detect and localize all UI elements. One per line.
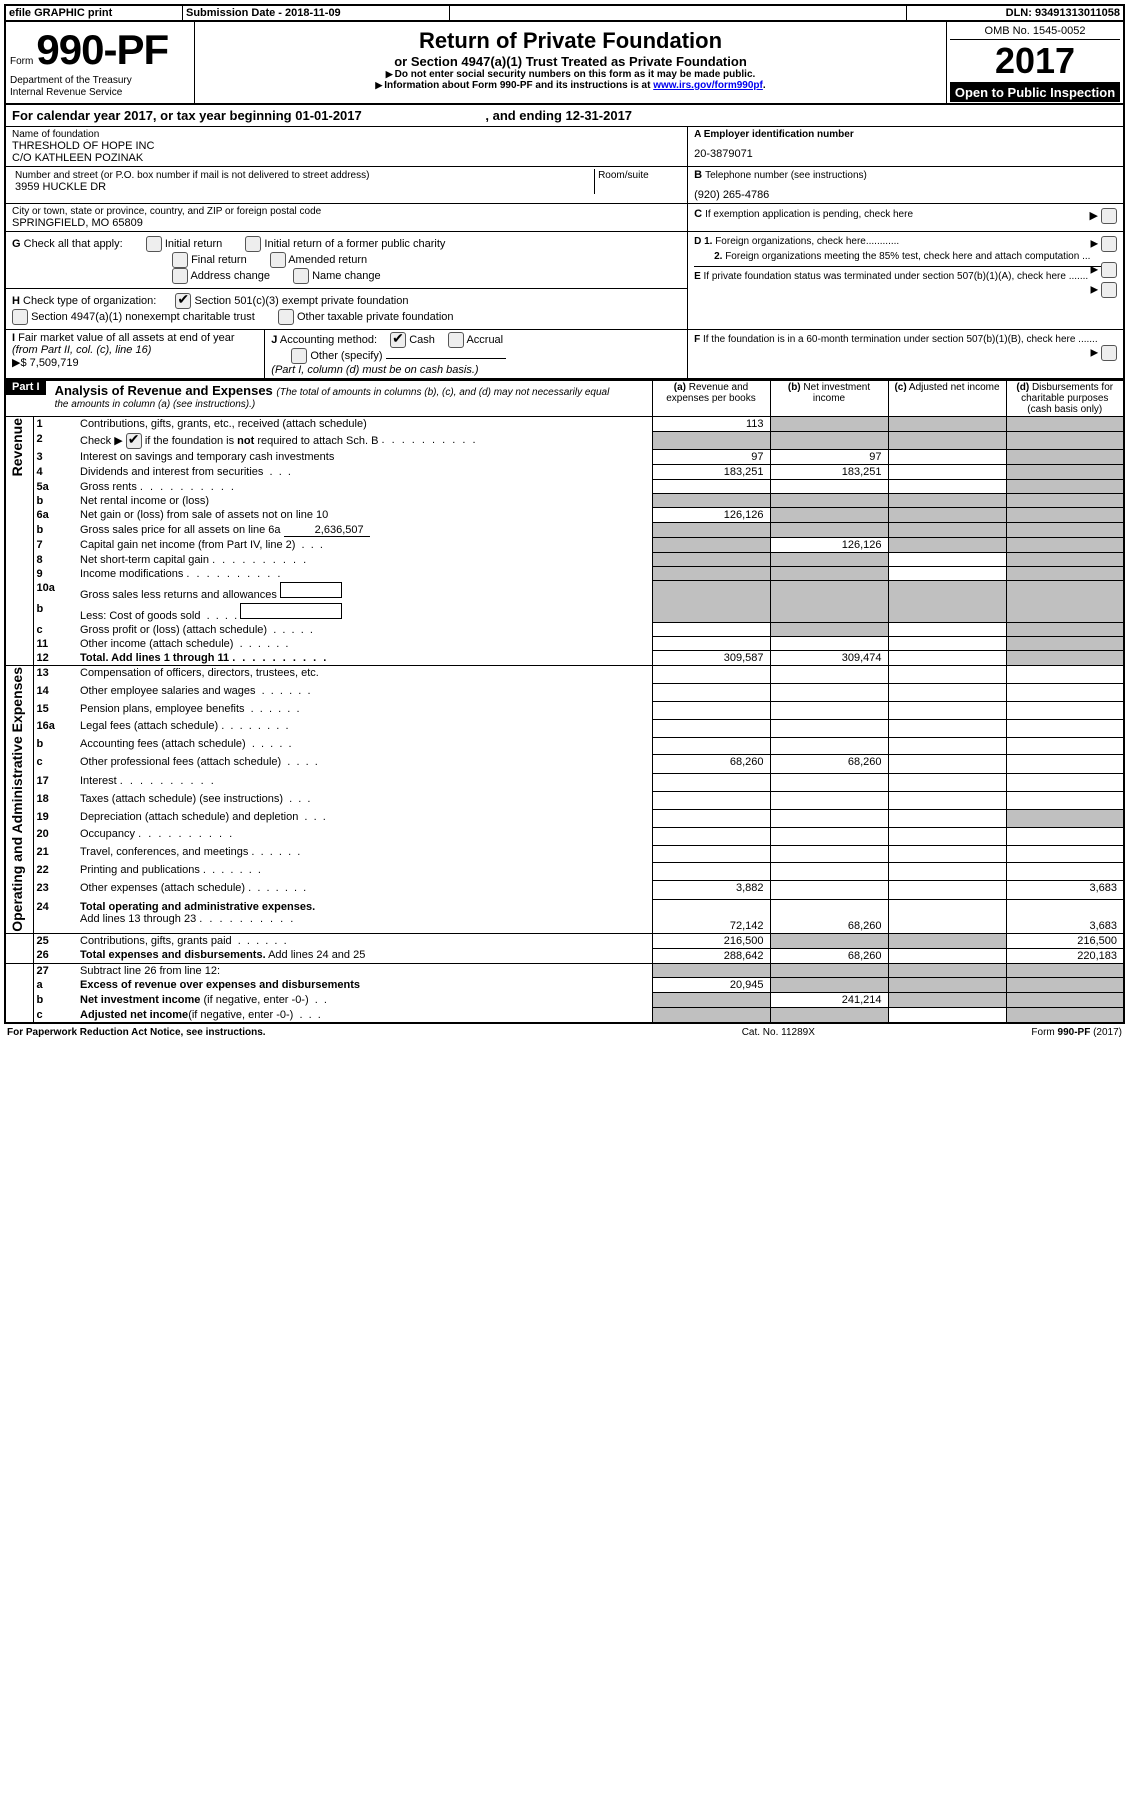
dln-label: DLN: 93491313011058 (907, 5, 1125, 21)
checkbox-initial-return-former[interactable] (245, 236, 261, 252)
open-public: Open to Public Inspection (950, 82, 1120, 102)
checkbox-cash[interactable] (390, 332, 406, 348)
part1-table: Part I Analysis of Revenue and Expenses … (4, 379, 1125, 1024)
form-header: Form 990-PF Department of the Treasury I… (4, 22, 1125, 105)
checkbox-amended-return[interactable] (270, 252, 286, 268)
checkbox-accrual[interactable] (448, 332, 464, 348)
tax-year: 2017 (950, 40, 1120, 82)
foundation-name-2: C/O KATHLEEN POZINAK (12, 152, 681, 164)
city-state-zip: SPRINGFIELD, MO 65809 (12, 217, 681, 229)
checkbox-initial-return[interactable] (146, 236, 162, 252)
submission-date: Submission Date - 2018-11-09 (183, 5, 450, 21)
form-number: 990-PF (36, 26, 168, 73)
col-c-header: (c) Adjusted net income (888, 380, 1006, 417)
checkbox-address-change[interactable] (172, 268, 188, 284)
checkbox-other-taxable[interactable] (278, 309, 294, 325)
instructions-link[interactable]: www.irs.gov/form990pf (653, 80, 763, 91)
checkbox-4947a1[interactable] (12, 309, 28, 325)
checkbox-f[interactable] (1101, 345, 1117, 361)
col-d-header: (d) Disbursements for charitable purpose… (1006, 380, 1124, 417)
top-bar: efile GRAPHIC print Submission Date - 20… (4, 4, 1125, 22)
check-blocks: G Check all that apply: Initial return I… (4, 232, 1125, 379)
form-prefix: Form (10, 56, 33, 67)
fmv-value: $ 7,509,719 (20, 357, 78, 369)
col-a-header: (a) Revenue and expenses per books (652, 380, 770, 417)
checkbox-d1[interactable] (1101, 236, 1117, 252)
note-ssn: Do not enter social security numbers on … (395, 69, 756, 80)
cat-no: Cat. No. 11289X (677, 1026, 879, 1039)
checkbox-e[interactable] (1101, 282, 1117, 298)
checkbox-d2[interactable] (1101, 262, 1117, 278)
omb-number: OMB No. 1545-0052 (950, 23, 1120, 40)
street-address: 3959 HUCKLE DR (15, 181, 591, 193)
row1-a: 113 (652, 417, 770, 432)
checkbox-501c3[interactable] (175, 293, 191, 309)
form-subtitle: or Section 4947(a)(1) Trust Treated as P… (201, 54, 940, 69)
form-title: Return of Private Foundation (201, 28, 940, 54)
page-footer: For Paperwork Reduction Act Notice, see … (4, 1026, 1125, 1039)
dept-treasury: Department of the Treasury (10, 75, 132, 86)
expenses-section-label: Operating and Administrative Expenses (9, 667, 25, 932)
foundation-name-1: THRESHOLD OF HOPE INC (12, 140, 681, 152)
dept-irs: Internal Revenue Service (10, 87, 122, 98)
paperwork-notice: For Paperwork Reduction Act Notice, see … (4, 1026, 677, 1039)
calendar-year-line: For calendar year 2017, or tax year begi… (4, 105, 1125, 127)
revenue-section-label: Revenue (9, 418, 25, 476)
checkbox-name-change[interactable] (293, 268, 309, 284)
telephone-value: (920) 265-4786 (694, 189, 1117, 201)
checkbox-schb[interactable] (126, 433, 142, 449)
checkbox-other-method[interactable] (291, 348, 307, 364)
checkbox-final-return[interactable] (172, 252, 188, 268)
checkbox-c[interactable] (1101, 208, 1117, 224)
part1-tag: Part I (6, 379, 46, 395)
efile-label: efile GRAPHIC print (5, 5, 183, 21)
ein-value: 20-3879071 (694, 148, 1117, 160)
col-b-header: (b) Net investment income (770, 380, 888, 417)
identity-block: Name of foundation THRESHOLD OF HOPE INC… (4, 127, 1125, 232)
